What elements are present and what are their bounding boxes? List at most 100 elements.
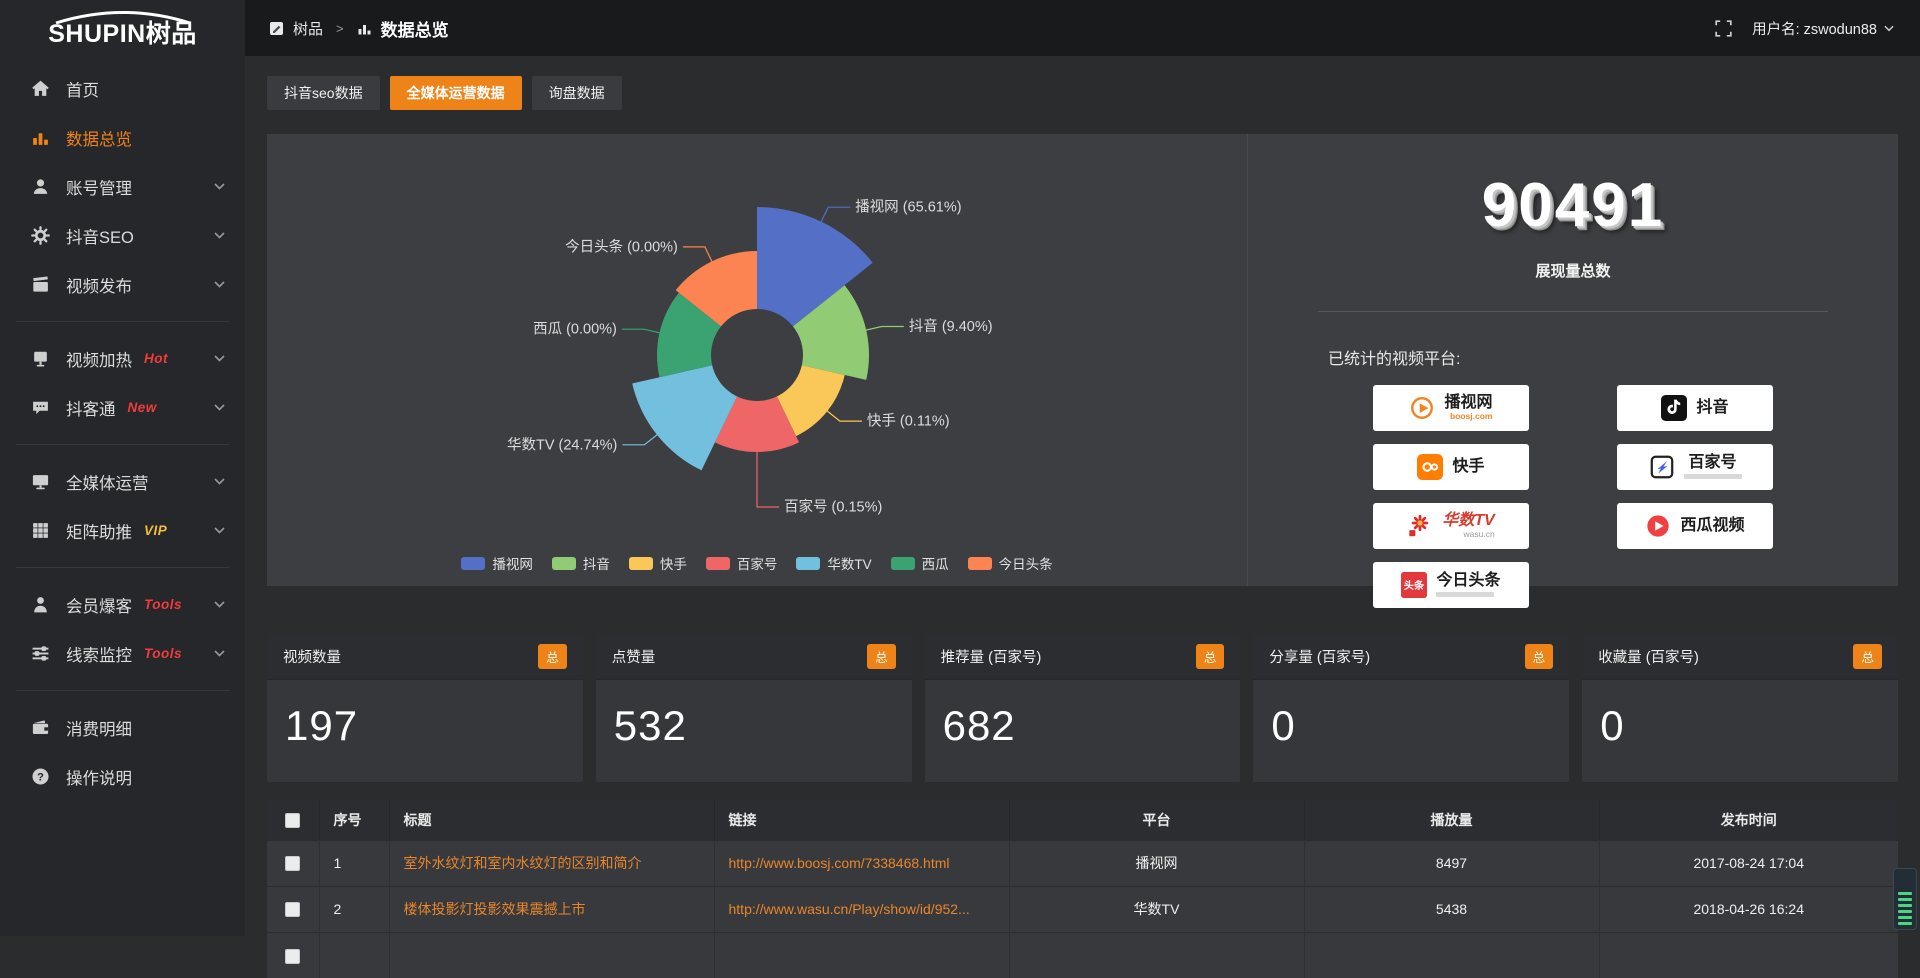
- legend-item-华数TV[interactable]: 华数TV: [796, 553, 872, 573]
- floating-widget[interactable]: [1893, 868, 1917, 930]
- platform-domain: wasu.cn: [1463, 528, 1495, 539]
- sidebar-item-omni-media[interactable]: 全媒体运营: [0, 457, 245, 506]
- platform-domain: boosj.com: [1449, 410, 1493, 421]
- platform-badge-xigua[interactable]: 西瓜视频: [1617, 503, 1773, 549]
- sidebar-item-label: 视频加热: [66, 351, 132, 370]
- pie-slice-播视网[interactable]: [757, 207, 873, 355]
- bar-chart-icon: [358, 24, 371, 34]
- legend-label: 百家号: [736, 557, 778, 572]
- svg-text:头条: 头条: [1404, 579, 1425, 592]
- breadcrumb: 树品 > 数据总览: [245, 16, 449, 41]
- sidebar-item-doketong[interactable]: 抖客通 New: [0, 383, 245, 432]
- data-tabs: 抖音seo数据 全媒体运营数据 询盘数据: [267, 76, 1898, 110]
- divider: [16, 321, 229, 322]
- divider: [16, 567, 229, 568]
- sliders-icon: [30, 644, 50, 664]
- platform-badge-boosj[interactable]: 播视网 boosj.com: [1373, 385, 1529, 431]
- total-badge[interactable]: 总: [1524, 644, 1554, 669]
- legend-item-百家号[interactable]: 百家号: [705, 553, 778, 573]
- video-title-link[interactable]: 室外水纹灯和室内水纹灯的区别和简介: [403, 855, 642, 871]
- pie-label-leader: [819, 206, 851, 224]
- pie-label: 百家号 (0.15%): [784, 499, 882, 516]
- stat-card-video-count: 视频数量 总 197: [267, 634, 583, 782]
- card-value: 532: [613, 702, 687, 749]
- person-icon: [30, 595, 50, 615]
- topbar-right: 用户名: zswodun88: [1715, 18, 1920, 39]
- sidebar-item-label: 数据总览: [66, 130, 132, 149]
- sidebar-item-label: 线索监控: [66, 646, 132, 665]
- user-icon: [30, 177, 50, 197]
- chat-icon: [30, 398, 50, 418]
- card-title: 收藏量 (百家号): [1598, 650, 1699, 666]
- pie-label: 西瓜 (0.00%): [533, 322, 617, 338]
- platform-badge-wasu[interactable]: 华数TV wasu.cn: [1373, 503, 1529, 549]
- total-badge[interactable]: 总: [1195, 644, 1225, 669]
- legend-swatch: [796, 556, 821, 570]
- platform-badge-baijiahao[interactable]: 百家号: [1617, 444, 1773, 490]
- clapperboard-icon: [30, 275, 50, 295]
- row-checkbox[interactable]: [285, 856, 301, 872]
- widget-bar: [1898, 916, 1912, 919]
- sidebar-item-data-overview[interactable]: 数据总览: [0, 113, 245, 162]
- sidebar-item-video-heating[interactable]: 视频加热 Hot: [0, 334, 245, 383]
- site-icon: [270, 21, 283, 35]
- platform-name: 今日头条: [1436, 571, 1501, 589]
- row-checkbox[interactable]: [285, 902, 301, 918]
- platform-badge-toutiao[interactable]: 头条 今日头条: [1373, 562, 1529, 608]
- pie-slice-百家号[interactable]: [714, 355, 800, 453]
- tools-badge: Tools: [144, 646, 182, 661]
- user-menu[interactable]: 用户名: zswodun88: [1752, 18, 1894, 39]
- logo-cn: 树品: [145, 19, 197, 48]
- tagline-placeholder: [1436, 592, 1495, 598]
- sidebar-item-home[interactable]: 首页: [0, 64, 245, 113]
- video-url-link[interactable]: http://www.boosj.com/7338468.html: [728, 855, 950, 871]
- legend-item-今日头条[interactable]: 今日头条: [967, 553, 1053, 573]
- tab-inquiry-data[interactable]: 询盘数据: [531, 76, 622, 110]
- legend-item-西瓜[interactable]: 西瓜: [890, 553, 949, 573]
- sidebar-item-matrix-boost[interactable]: 矩阵助推 VIP: [0, 506, 245, 555]
- tab-douyin-seo-data[interactable]: 抖音seo数据: [267, 76, 380, 110]
- legend-item-抖音[interactable]: 抖音: [551, 553, 610, 573]
- total-badge[interactable]: 总: [867, 644, 896, 669]
- breadcrumb-root[interactable]: 树品: [293, 20, 324, 38]
- row-checkbox[interactable]: [285, 948, 301, 964]
- pie-label: 播视网 (65.61%): [855, 199, 961, 216]
- sidebar-item-spend-details[interactable]: 消费明细: [0, 703, 245, 752]
- video-title-link[interactable]: 楼体投影灯投影效果震撼上市: [403, 901, 586, 917]
- stat-card-likes: 点赞量 总 532: [595, 634, 912, 782]
- app-logo[interactable]: SHUPIN树品: [0, 0, 245, 56]
- total-badge[interactable]: 总: [1853, 644, 1882, 669]
- sidebar-item-label: 矩阵助推: [66, 523, 132, 542]
- platform-badge-douyin[interactable]: 抖音: [1617, 385, 1773, 431]
- stat-card-shares: 分享量 (百家号) 总 0: [1253, 634, 1570, 782]
- sidebar-item-label: 消费明细: [66, 720, 132, 739]
- card-title: 分享量 (百家号): [1269, 650, 1371, 666]
- legend-item-播视网[interactable]: 播视网: [461, 553, 533, 573]
- sidebar-item-member-leads[interactable]: 会员爆客 Tools: [0, 580, 245, 629]
- sidebar-item-video-publish[interactable]: 视频发布: [0, 260, 245, 309]
- platforms-title: 已统计的视频平台:: [1328, 351, 1461, 368]
- legend-item-快手[interactable]: 快手: [628, 553, 687, 573]
- row-platform: 华数TV: [1009, 886, 1305, 932]
- row-publish-time: 2017-08-24 17:04: [1693, 855, 1805, 871]
- new-badge: New: [127, 400, 157, 415]
- sidebar-item-clue-monitor[interactable]: 线索监控 Tools: [0, 629, 245, 678]
- chevron-down-icon: [214, 183, 225, 190]
- svg-text:?: ?: [37, 771, 44, 783]
- legend-swatch: [628, 556, 653, 570]
- legend-swatch: [551, 556, 576, 570]
- fullscreen-icon[interactable]: [1715, 19, 1732, 37]
- legend-label: 西瓜: [921, 557, 949, 572]
- col-header-publish-time: 发布时间: [1720, 811, 1777, 828]
- help-icon: ?: [30, 767, 50, 787]
- card-value: 682: [942, 702, 1016, 749]
- total-badge[interactable]: 总: [538, 644, 567, 669]
- sidebar-item-help[interactable]: ? 操作说明: [0, 752, 245, 801]
- sidebar-item-account-management[interactable]: 账号管理: [0, 162, 245, 211]
- table-row: 2 楼体投影灯投影效果震撼上市 http://www.wasu.cn/Play/…: [267, 886, 1898, 932]
- tab-omni-media-data[interactable]: 全媒体运营数据: [389, 76, 522, 110]
- platform-badge-kuaishou[interactable]: 快手: [1373, 444, 1529, 490]
- select-all-checkbox[interactable]: [285, 813, 301, 829]
- video-url-link[interactable]: http://www.wasu.cn/Play/show/id/952...: [728, 901, 970, 917]
- sidebar-item-douyin-seo[interactable]: 抖音SEO: [0, 211, 245, 260]
